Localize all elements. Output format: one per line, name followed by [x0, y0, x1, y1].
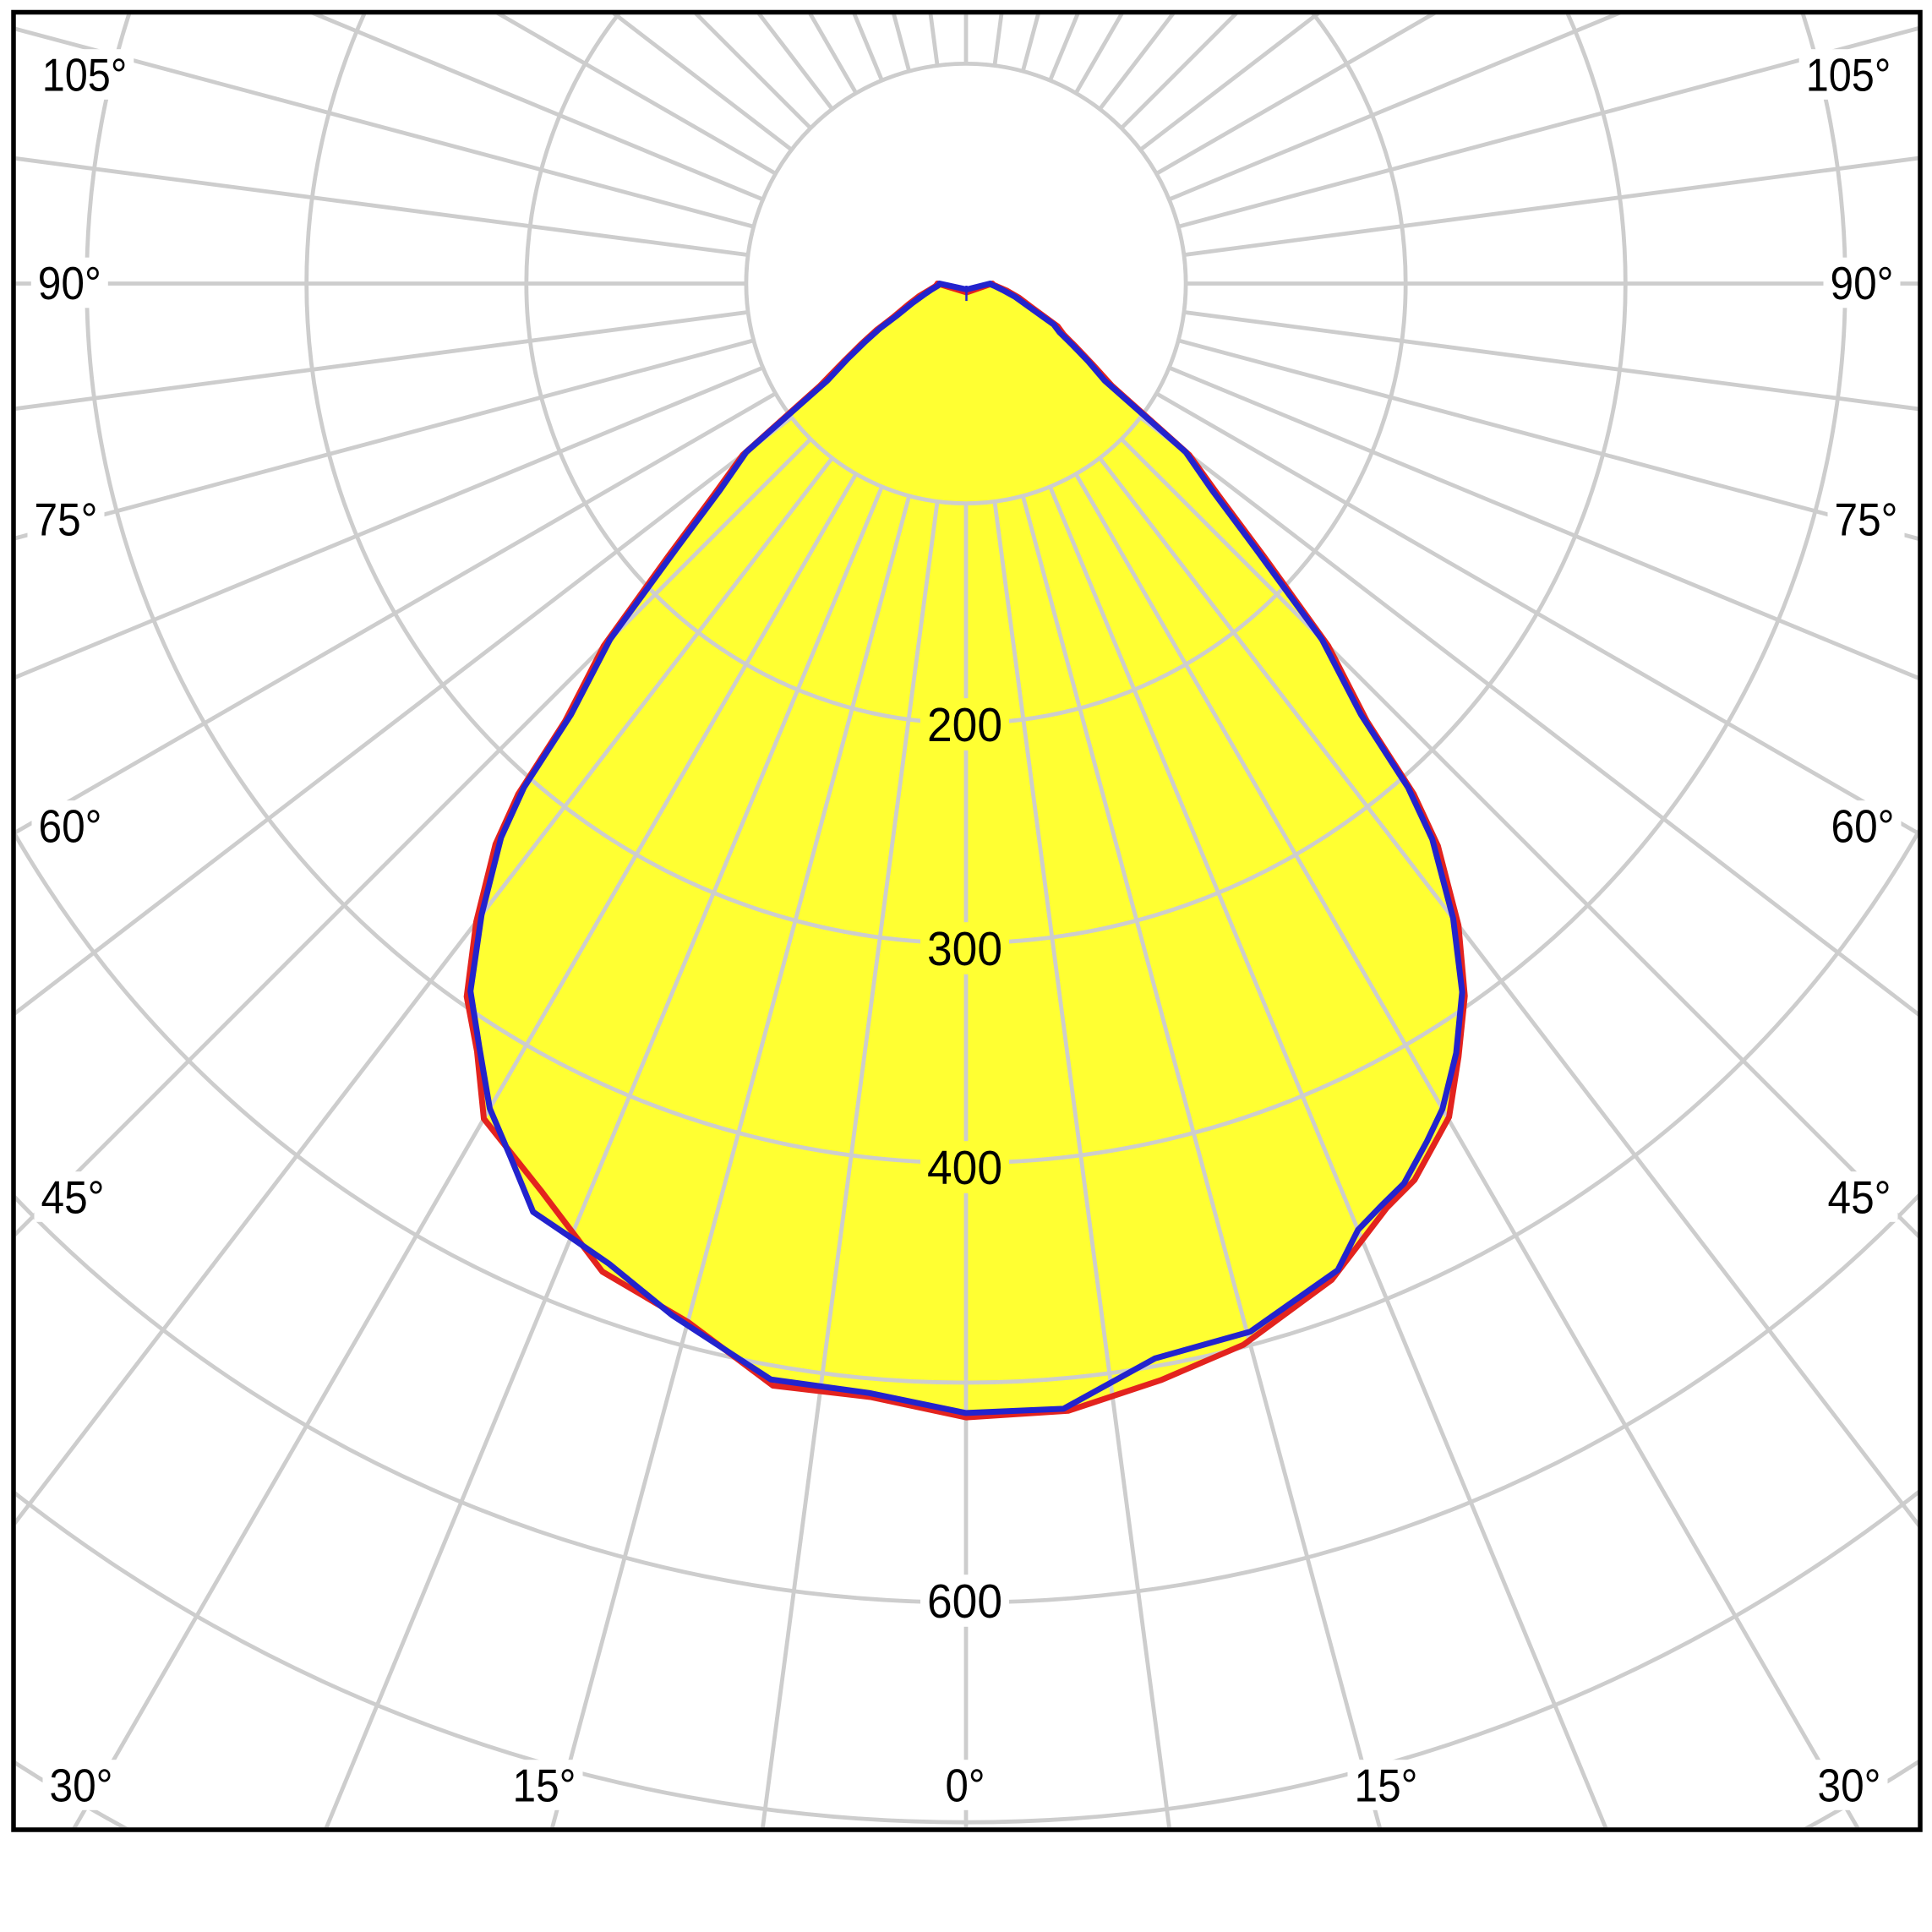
svg-text:90°: 90° — [1831, 258, 1894, 309]
svg-text:105°: 105° — [42, 49, 128, 101]
svg-text:300: 300 — [927, 922, 1002, 976]
svg-text:30°: 30° — [1818, 1760, 1881, 1811]
svg-text:600: 600 — [927, 1575, 1002, 1629]
svg-text:400: 400 — [927, 1141, 1002, 1195]
svg-text:60°: 60° — [39, 800, 102, 852]
svg-text:0°: 0° — [946, 1760, 985, 1811]
svg-text:75°: 75° — [35, 494, 98, 545]
svg-text:75°: 75° — [1835, 494, 1898, 545]
svg-text:15°: 15° — [513, 1760, 576, 1811]
svg-text:45°: 45° — [41, 1171, 105, 1223]
svg-text:105°: 105° — [1806, 49, 1891, 101]
svg-text:60°: 60° — [1831, 800, 1895, 852]
svg-text:200: 200 — [927, 698, 1002, 752]
svg-text:45°: 45° — [1828, 1171, 1891, 1223]
svg-text:30°: 30° — [50, 1760, 113, 1811]
svg-text:15°: 15° — [1355, 1760, 1418, 1811]
svg-text:90°: 90° — [38, 258, 101, 309]
